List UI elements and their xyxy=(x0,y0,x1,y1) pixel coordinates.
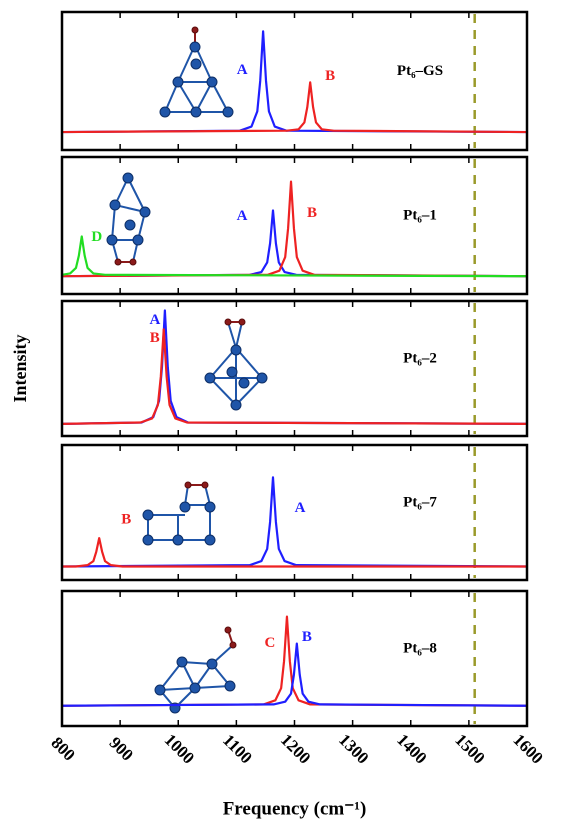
peak-label: B xyxy=(150,330,160,346)
peak-label: A xyxy=(237,62,248,78)
x-tick-label: 1300 xyxy=(335,730,372,767)
panel-title: Pt₆–1 xyxy=(403,207,437,223)
spectrum-line xyxy=(61,180,528,278)
peak-label: D xyxy=(91,229,102,245)
peak-label: A xyxy=(237,208,248,224)
spectrum-line xyxy=(61,30,528,134)
molecule-8 xyxy=(154,626,237,714)
spectrum-line xyxy=(61,642,528,707)
peak-label: B xyxy=(302,629,312,645)
panel-title: Pt₆–2 xyxy=(403,350,437,366)
molecule-1 xyxy=(106,172,151,266)
x-tick-label: 800 xyxy=(47,733,78,764)
panel-frame xyxy=(60,299,529,438)
peak-label: C xyxy=(265,635,276,651)
spectrum-line xyxy=(61,328,528,425)
y-axis-label: Intensity xyxy=(10,334,30,402)
peak-label: B xyxy=(121,512,131,528)
spectrum-line xyxy=(61,309,528,425)
x-tick-label: 1400 xyxy=(393,730,430,767)
spectrum-line xyxy=(61,615,528,707)
panel-title: Pt₆–7 xyxy=(403,494,437,510)
x-tick-label: 1500 xyxy=(451,730,488,767)
molecule-gs xyxy=(159,26,234,118)
peak-label: B xyxy=(325,68,335,84)
molecule-7 xyxy=(142,481,216,546)
peak-label: B xyxy=(307,205,317,221)
x-axis-label: Frequency (cm⁻¹) xyxy=(223,798,367,819)
spectrum-line xyxy=(61,81,528,134)
x-tick-label: 1000 xyxy=(161,730,198,767)
x-tick-label: 900 xyxy=(106,733,137,764)
x-tick-label: 1600 xyxy=(509,730,546,767)
peak-label: A xyxy=(149,312,160,328)
spectrum-line xyxy=(61,209,528,278)
x-tick-label: 1100 xyxy=(219,730,256,767)
spectrum-line xyxy=(61,235,528,278)
peak-label: A xyxy=(295,500,306,516)
x-tick-label: 1200 xyxy=(277,730,314,767)
molecule-2 xyxy=(204,318,268,411)
spectrum-line xyxy=(61,476,528,568)
panel-title: Pt₆–GS xyxy=(397,63,443,79)
spectrum-line xyxy=(62,537,527,568)
panel-title: Pt₆–8 xyxy=(403,640,437,656)
